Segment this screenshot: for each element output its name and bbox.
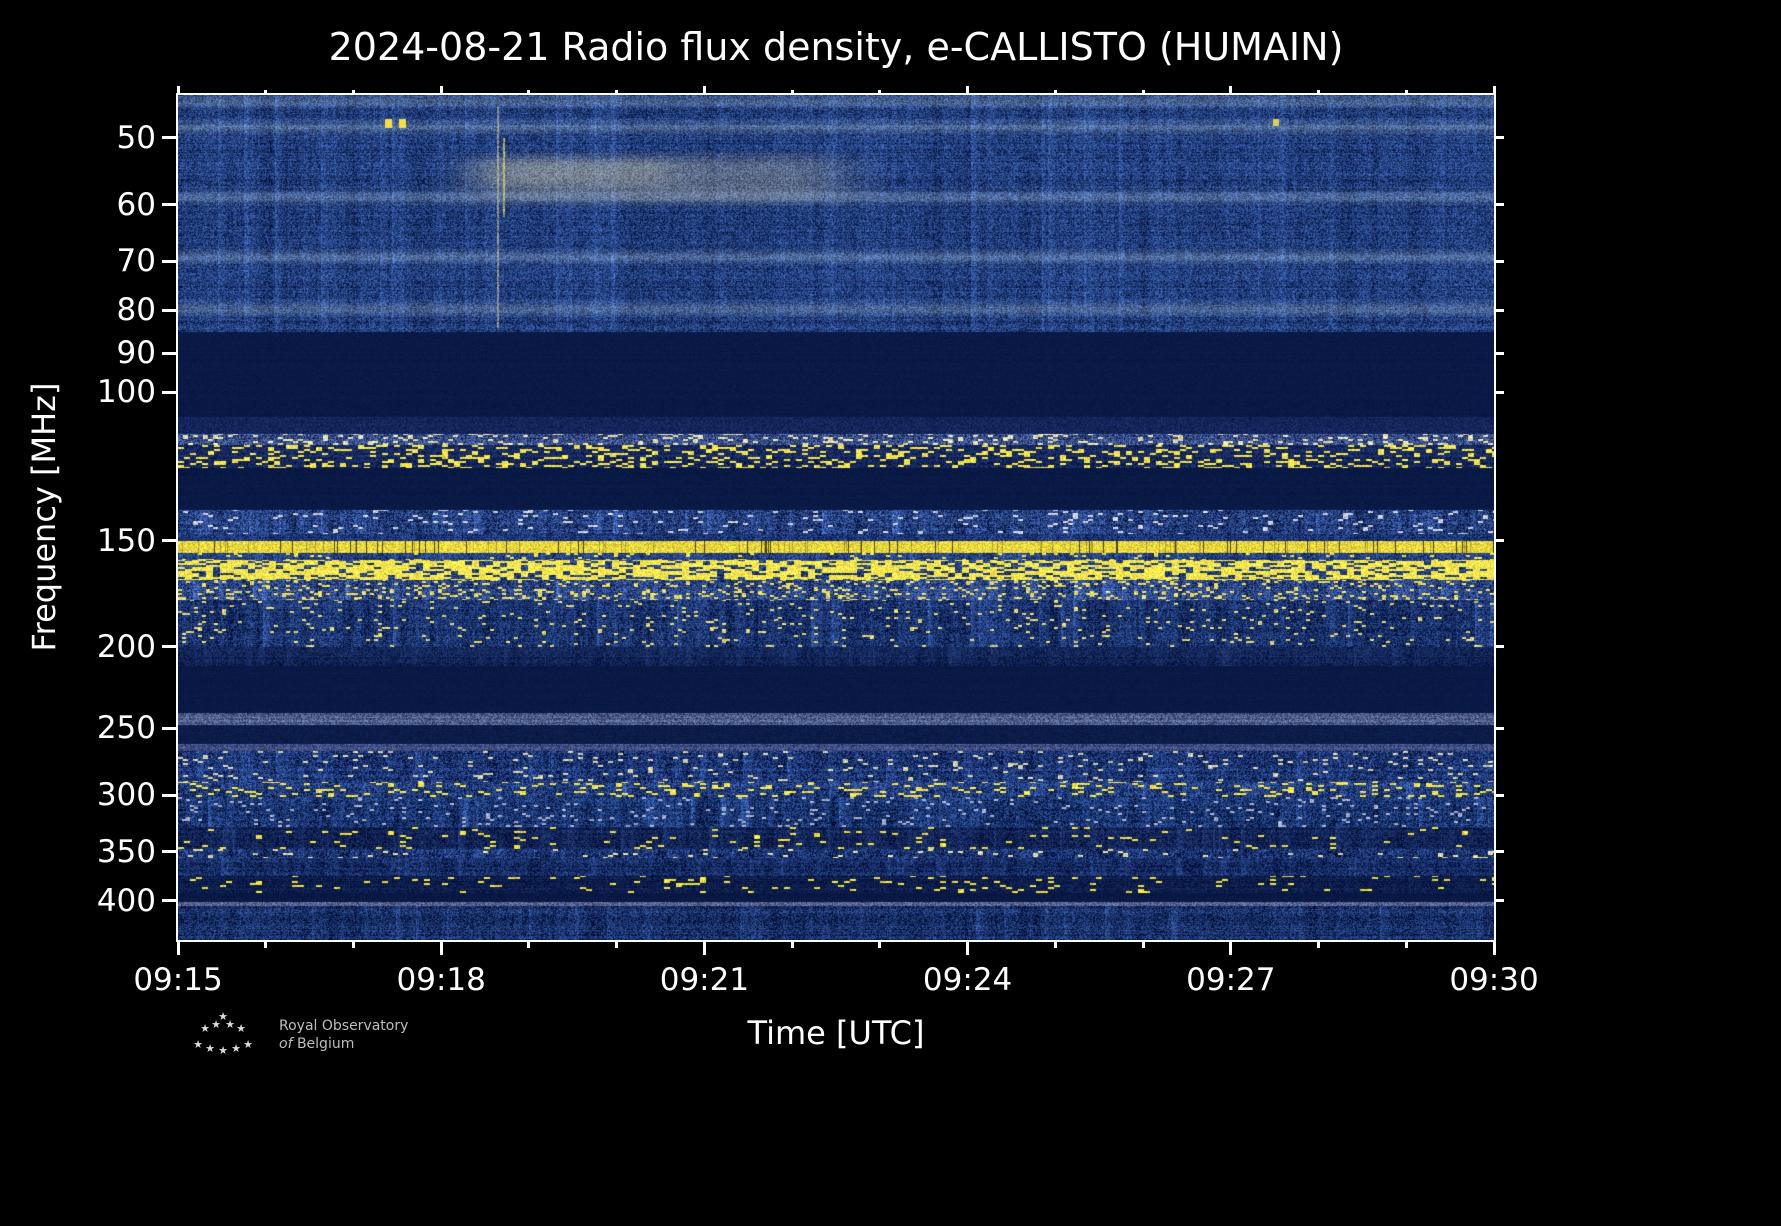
y-tick-label: 80 <box>116 292 156 329</box>
x-tick-label: 09:18 <box>396 962 486 998</box>
x-minor-tick-top <box>878 90 882 95</box>
x-tick-label: 09:24 <box>922 962 1013 998</box>
y-major-tick-right <box>1494 899 1504 903</box>
plot-frame <box>176 93 1496 942</box>
x-minor-tick-top <box>615 90 619 95</box>
chart-title: 2024-08-21 Radio flux density, e-CALLIST… <box>328 25 1344 69</box>
x-tick-label: 09:27 <box>1186 962 1276 998</box>
x-major-tick-top <box>966 86 970 95</box>
y-tick-label: 50 <box>116 119 156 156</box>
x-minor-tick-top <box>1404 90 1408 95</box>
y-axis-label: Frequency [MHz] <box>25 382 63 652</box>
y-major-tick-left <box>162 203 178 207</box>
y-tick-label: 300 <box>96 777 156 814</box>
x-minor-tick-top <box>1053 90 1057 95</box>
y-major-tick-right <box>1494 136 1504 140</box>
x-major-tick-top <box>439 86 443 95</box>
x-major-tick-bottom <box>966 940 970 955</box>
x-tick-label: 09:30 <box>1449 962 1539 998</box>
y-major-tick-left <box>162 793 178 797</box>
x-major-tick-bottom <box>439 940 443 955</box>
y-tick-label: 60 <box>116 186 156 223</box>
x-minor-tick-top <box>264 90 268 95</box>
x-minor-tick-bottom <box>878 940 882 948</box>
rob-line1: Royal Observatory <box>279 1018 409 1034</box>
svg-text:★: ★ <box>200 1022 210 1035</box>
x-major-tick-top <box>176 86 180 95</box>
y-major-tick-right <box>1494 793 1504 797</box>
x-minor-tick-bottom <box>351 940 355 948</box>
rob-line2-rest: Belgium <box>296 1036 355 1052</box>
y-major-tick-right <box>1494 351 1504 355</box>
y-major-tick-left <box>162 539 178 543</box>
y-major-tick-left <box>162 390 178 394</box>
y-tick-label: 150 <box>96 522 156 559</box>
y-major-tick-left <box>162 308 178 312</box>
svg-text:★: ★ <box>218 1044 228 1057</box>
y-tick-label: 400 <box>96 882 156 919</box>
spectrogram-canvas <box>178 95 1494 940</box>
x-major-tick-top <box>702 86 706 95</box>
y-major-tick-left <box>162 726 178 730</box>
svg-text:★: ★ <box>218 1010 228 1023</box>
y-major-tick-left <box>162 259 178 263</box>
x-minor-tick-top <box>351 90 355 95</box>
x-major-tick-bottom <box>1492 940 1496 955</box>
rob-line2: of Belgium <box>279 1035 408 1053</box>
x-major-tick-bottom <box>1229 940 1233 955</box>
rob-line2-italic: of <box>279 1036 293 1052</box>
y-major-tick-right <box>1494 259 1504 263</box>
x-tick-label: 09:15 <box>133 962 223 998</box>
y-major-tick-left <box>162 136 178 140</box>
y-major-tick-left <box>162 351 178 355</box>
y-tick-label: 70 <box>116 243 156 280</box>
x-major-tick-top <box>1229 86 1233 95</box>
y-major-tick-right <box>1494 308 1504 312</box>
svg-text:★: ★ <box>211 1018 221 1031</box>
svg-text:★: ★ <box>225 1018 235 1031</box>
x-minor-tick-top <box>790 90 794 95</box>
x-minor-tick-bottom <box>1317 940 1321 948</box>
y-major-tick-left <box>162 645 178 648</box>
svg-text:★: ★ <box>243 1038 253 1051</box>
x-major-tick-bottom <box>702 940 706 955</box>
y-tick-label: 250 <box>96 710 156 747</box>
x-minor-tick-bottom <box>264 940 268 948</box>
y-tick-label: 350 <box>96 833 156 870</box>
x-minor-tick-bottom <box>790 940 794 948</box>
x-axis-label: Time [UTC] <box>747 1014 925 1052</box>
y-tick-label: 200 <box>96 628 156 665</box>
x-minor-tick-bottom <box>1404 940 1408 948</box>
y-tick-label: 100 <box>96 374 156 411</box>
y-major-tick-left <box>162 899 178 903</box>
x-minor-tick-top <box>527 90 531 95</box>
x-major-tick-top <box>1492 86 1496 95</box>
rob-text-block: Royal Observatory of Belgium <box>279 1017 408 1053</box>
y-major-tick-right <box>1494 850 1504 854</box>
rob-stars-icon: ★ ★ ★ ★ ★ ★ ★ ★ ★ ★ <box>193 1010 253 1057</box>
y-major-tick-right <box>1494 203 1504 207</box>
y-major-tick-right <box>1494 539 1504 543</box>
y-major-tick-right <box>1494 645 1504 648</box>
x-major-tick-bottom <box>176 940 180 955</box>
x-minor-tick-bottom <box>1053 940 1057 948</box>
svg-text:★: ★ <box>236 1022 246 1035</box>
x-minor-tick-bottom <box>615 940 619 948</box>
x-minor-tick-bottom <box>527 940 531 948</box>
y-tick-label: 90 <box>116 335 156 372</box>
y-major-tick-right <box>1494 726 1504 730</box>
footer-logo: ★ ★ ★ ★ ★ ★ ★ ★ ★ ★ Royal Observatory of Bel… <box>183 1008 408 1062</box>
x-minor-tick-top <box>1141 90 1145 95</box>
svg-text:★: ★ <box>231 1042 241 1055</box>
svg-text:★: ★ <box>205 1042 215 1055</box>
y-major-tick-left <box>162 850 178 854</box>
y-major-tick-right <box>1494 390 1504 394</box>
svg-text:★: ★ <box>193 1038 203 1051</box>
x-minor-tick-bottom <box>1141 940 1145 948</box>
x-tick-label: 09:21 <box>659 962 750 998</box>
x-minor-tick-top <box>1317 90 1321 95</box>
